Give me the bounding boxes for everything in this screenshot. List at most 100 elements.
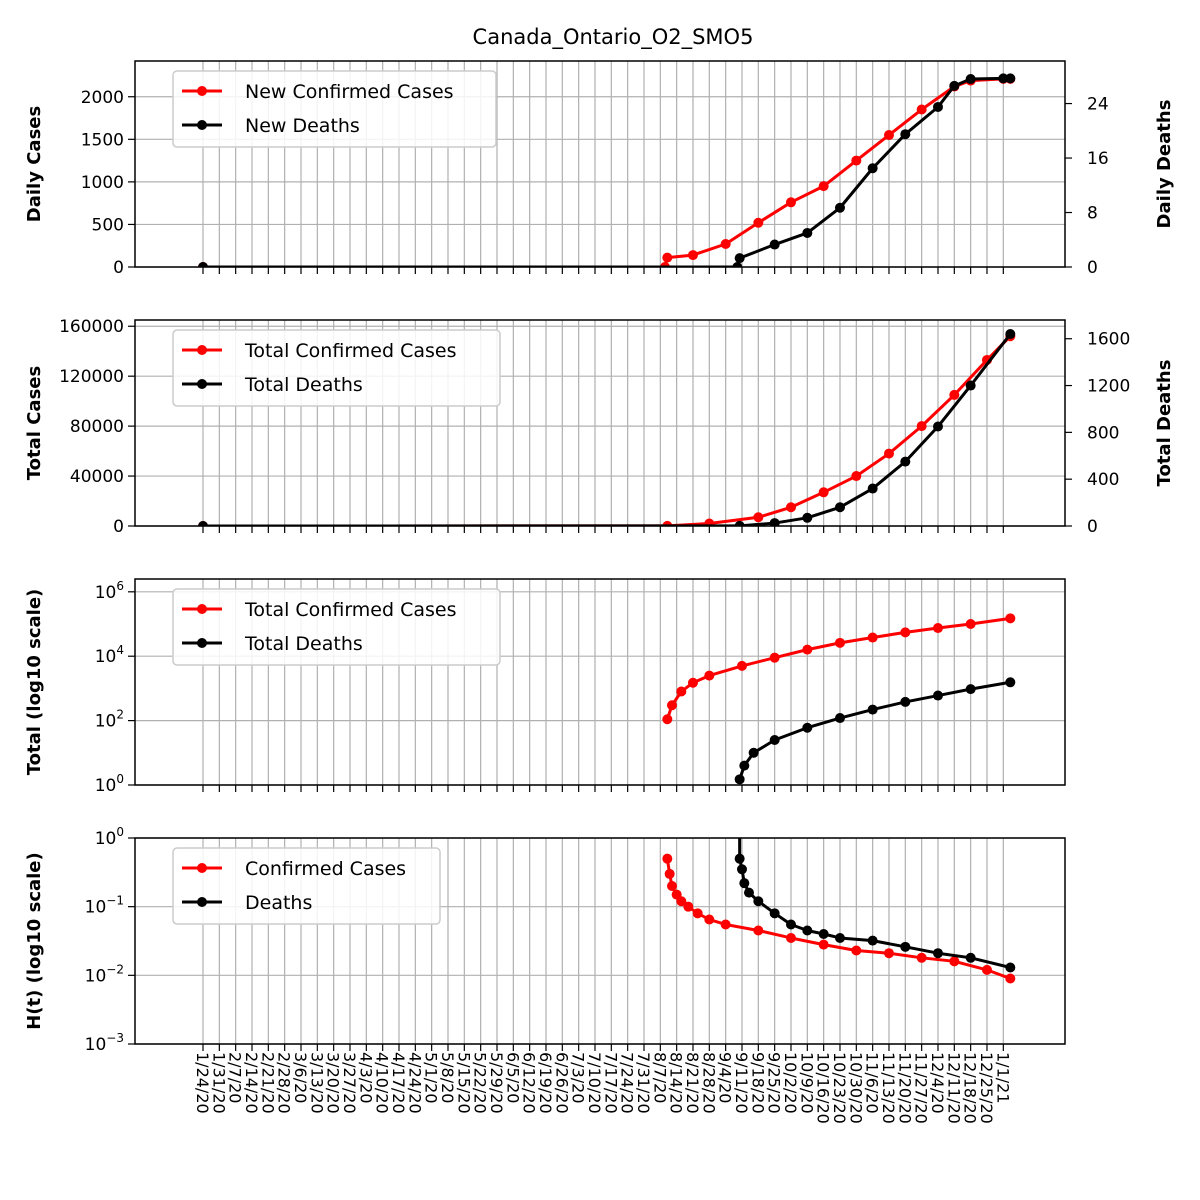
y-tick-label: 500 xyxy=(92,215,124,235)
x-tick-label: 4/3/20 xyxy=(356,1052,375,1104)
data-point xyxy=(867,483,878,494)
x-tick-label: 4/24/20 xyxy=(405,1052,424,1114)
legend: Confirmed Cases Deaths xyxy=(172,847,441,925)
data-point xyxy=(834,637,845,648)
legend-label: Total Deaths xyxy=(244,633,363,655)
legend-label: Total Confirmed Cases xyxy=(244,340,457,362)
legend-label: Deaths xyxy=(245,892,312,914)
data-point xyxy=(981,964,992,975)
data-point xyxy=(965,952,976,963)
y-right-axis-label: Total Deaths xyxy=(1154,360,1175,487)
x-tick-label: 2/21/20 xyxy=(258,1052,277,1114)
y-tick-exponent: 2 xyxy=(116,708,124,722)
series-total-deaths xyxy=(198,329,1016,526)
data-point xyxy=(932,623,943,634)
data-point xyxy=(916,952,927,963)
data-point xyxy=(900,941,911,952)
data-point xyxy=(662,252,673,263)
data-point xyxy=(932,421,943,432)
data-point xyxy=(932,101,943,112)
y-tick-label: 10−3 xyxy=(85,1031,124,1055)
legend-label: Total Deaths xyxy=(244,374,363,396)
series-line xyxy=(202,335,1012,526)
x-tick-label: 11/27/20 xyxy=(912,1052,931,1124)
y-right-tick-label: 800 xyxy=(1087,423,1119,443)
legend: Total Confirmed Cases Total Deaths xyxy=(172,329,501,407)
y-tick-label: 0 xyxy=(113,517,124,537)
data-point xyxy=(734,253,745,264)
data-point xyxy=(743,887,754,898)
legend-marker xyxy=(197,86,207,96)
data-point xyxy=(818,939,829,950)
data-point xyxy=(883,130,894,141)
data-point xyxy=(834,502,845,513)
y-tick-label: 1000 xyxy=(81,173,124,193)
data-point xyxy=(753,925,764,936)
x-tick-label: 12/4/20 xyxy=(928,1052,947,1114)
data-point xyxy=(748,747,759,758)
grid xyxy=(135,320,1065,527)
x-tick-label: 3/27/20 xyxy=(340,1052,359,1114)
data-point xyxy=(198,521,208,526)
data-point xyxy=(769,518,780,526)
y-right-tick-label: 0 xyxy=(1087,258,1098,278)
data-point xyxy=(965,74,976,85)
data-point xyxy=(965,380,976,391)
data-point xyxy=(704,914,715,925)
x-tick-label: 7/24/20 xyxy=(618,1052,637,1114)
x-tick-label: 7/10/20 xyxy=(585,1052,604,1114)
x-tick-label: 7/3/20 xyxy=(569,1052,588,1104)
legend-label: Total Confirmed Cases xyxy=(244,599,457,621)
data-point xyxy=(739,878,750,889)
y-axis-label: Daily Cases xyxy=(24,106,45,222)
data-point xyxy=(932,690,943,701)
data-point xyxy=(769,734,780,745)
data-point xyxy=(198,262,208,267)
plot-area xyxy=(662,613,1016,785)
data-point xyxy=(932,948,943,959)
y-tick-exponent: 6 xyxy=(116,579,124,593)
data-point xyxy=(734,520,745,526)
y-right-tick-label: 8 xyxy=(1087,204,1098,224)
data-point xyxy=(851,945,862,956)
data-point xyxy=(883,948,894,959)
legend-marker xyxy=(197,604,207,614)
data-point xyxy=(753,512,764,523)
x-tick-label: 1/24/20 xyxy=(193,1052,212,1114)
data-point xyxy=(785,919,796,930)
legend: Total Confirmed Cases Total Deaths xyxy=(172,588,501,666)
x-tick-label: 10/2/20 xyxy=(781,1052,800,1114)
data-point xyxy=(900,627,911,638)
data-point xyxy=(834,932,845,943)
legend-box xyxy=(172,70,497,148)
x-tick-label: 7/31/20 xyxy=(634,1052,653,1114)
data-point xyxy=(818,487,829,498)
y-tick-label: 80000 xyxy=(70,417,124,437)
data-point xyxy=(834,202,845,213)
data-point xyxy=(662,714,673,725)
data-point xyxy=(965,619,976,630)
data-point xyxy=(1005,329,1016,340)
axes-frame xyxy=(134,319,1066,527)
legend-marker xyxy=(197,120,207,130)
data-point xyxy=(704,518,715,526)
y-right-axis-label: Daily Deaths xyxy=(1154,100,1175,229)
legend: New Confirmed Cases New Deaths xyxy=(172,70,497,148)
x-tick-label: 2/7/20 xyxy=(226,1052,245,1104)
y-tick-label: 40000 xyxy=(70,467,124,487)
data-point xyxy=(676,686,687,697)
x-tick-label: 5/15/20 xyxy=(454,1052,473,1114)
data-point xyxy=(732,262,743,267)
x-tick-label: 8/28/20 xyxy=(699,1052,718,1114)
legend-marker xyxy=(197,345,207,355)
grid xyxy=(135,837,1065,1045)
y-right-tick-label: 1200 xyxy=(1087,377,1130,397)
series-new-deaths xyxy=(198,73,1016,267)
y-tick-exponent: 0 xyxy=(116,772,124,786)
data-point xyxy=(1005,613,1016,624)
x-tick-label: 3/20/20 xyxy=(324,1052,343,1114)
y-axis-label: Total (log10 scale) xyxy=(24,589,45,776)
y-axis-label: Total Cases xyxy=(24,366,45,480)
y-tick-label: 0 xyxy=(113,258,124,278)
